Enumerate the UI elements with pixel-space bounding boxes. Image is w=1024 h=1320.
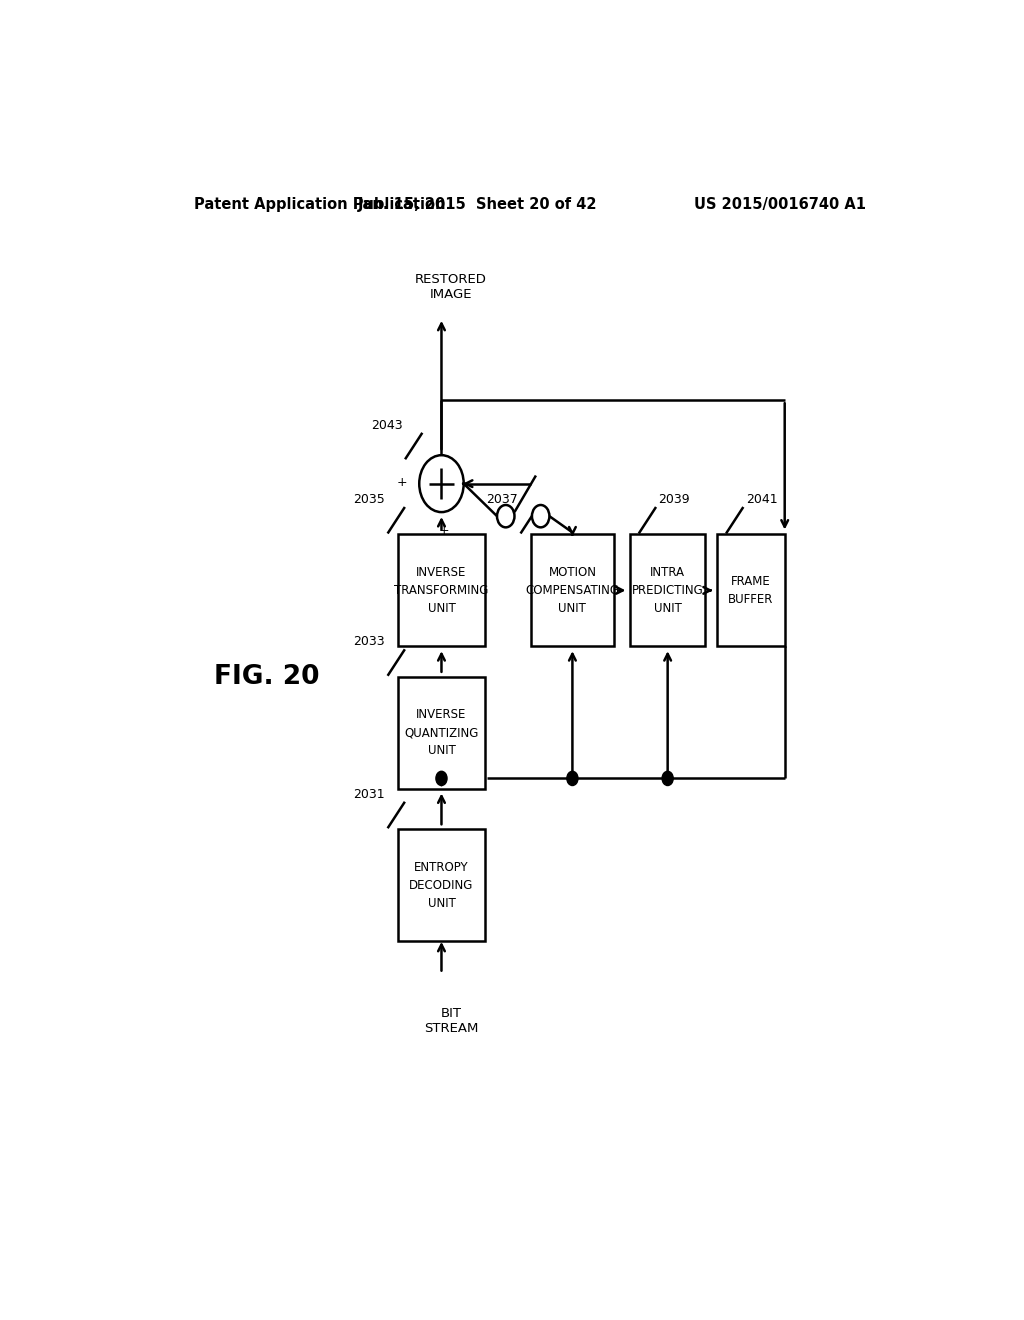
Circle shape (663, 771, 673, 785)
Text: US 2015/0016740 A1: US 2015/0016740 A1 (694, 197, 866, 211)
Text: 2039: 2039 (658, 492, 690, 506)
Text: 2043: 2043 (371, 418, 402, 432)
Text: BIT
STREAM: BIT STREAM (424, 1007, 478, 1035)
Bar (397, 829, 485, 941)
Circle shape (497, 506, 514, 528)
Text: +: + (438, 524, 449, 537)
Circle shape (436, 771, 447, 785)
Text: +: + (396, 475, 408, 488)
Text: Jan. 15, 2015  Sheet 20 of 42: Jan. 15, 2015 Sheet 20 of 42 (357, 197, 597, 211)
Text: INVERSE
TRANSFORMING
UNIT: INVERSE TRANSFORMING UNIT (394, 566, 488, 615)
Text: MOTION
COMPENSATING
UNIT: MOTION COMPENSATING UNIT (525, 566, 620, 615)
Text: 2033: 2033 (353, 635, 385, 648)
Text: 2037: 2037 (486, 492, 518, 506)
Bar (630, 535, 706, 647)
Text: FIG. 20: FIG. 20 (214, 664, 319, 690)
Text: Patent Application Publication: Patent Application Publication (194, 197, 445, 211)
Circle shape (567, 771, 578, 785)
Bar (397, 535, 485, 647)
Text: INVERSE
QUANTIZING
UNIT: INVERSE QUANTIZING UNIT (404, 708, 478, 758)
Circle shape (419, 455, 464, 512)
Text: ENTROPY
DECODING
UNIT: ENTROPY DECODING UNIT (410, 861, 474, 909)
Bar (717, 535, 784, 647)
Circle shape (531, 506, 550, 528)
Text: 2041: 2041 (745, 492, 777, 506)
Text: INTRA
PREDICTING
UNIT: INTRA PREDICTING UNIT (632, 566, 703, 615)
Text: FRAME
BUFFER: FRAME BUFFER (728, 576, 774, 606)
Text: 2031: 2031 (353, 788, 385, 801)
Bar (530, 535, 614, 647)
Bar (397, 677, 485, 788)
Text: RESTORED
IMAGE: RESTORED IMAGE (415, 273, 487, 301)
Text: 2035: 2035 (353, 492, 385, 506)
